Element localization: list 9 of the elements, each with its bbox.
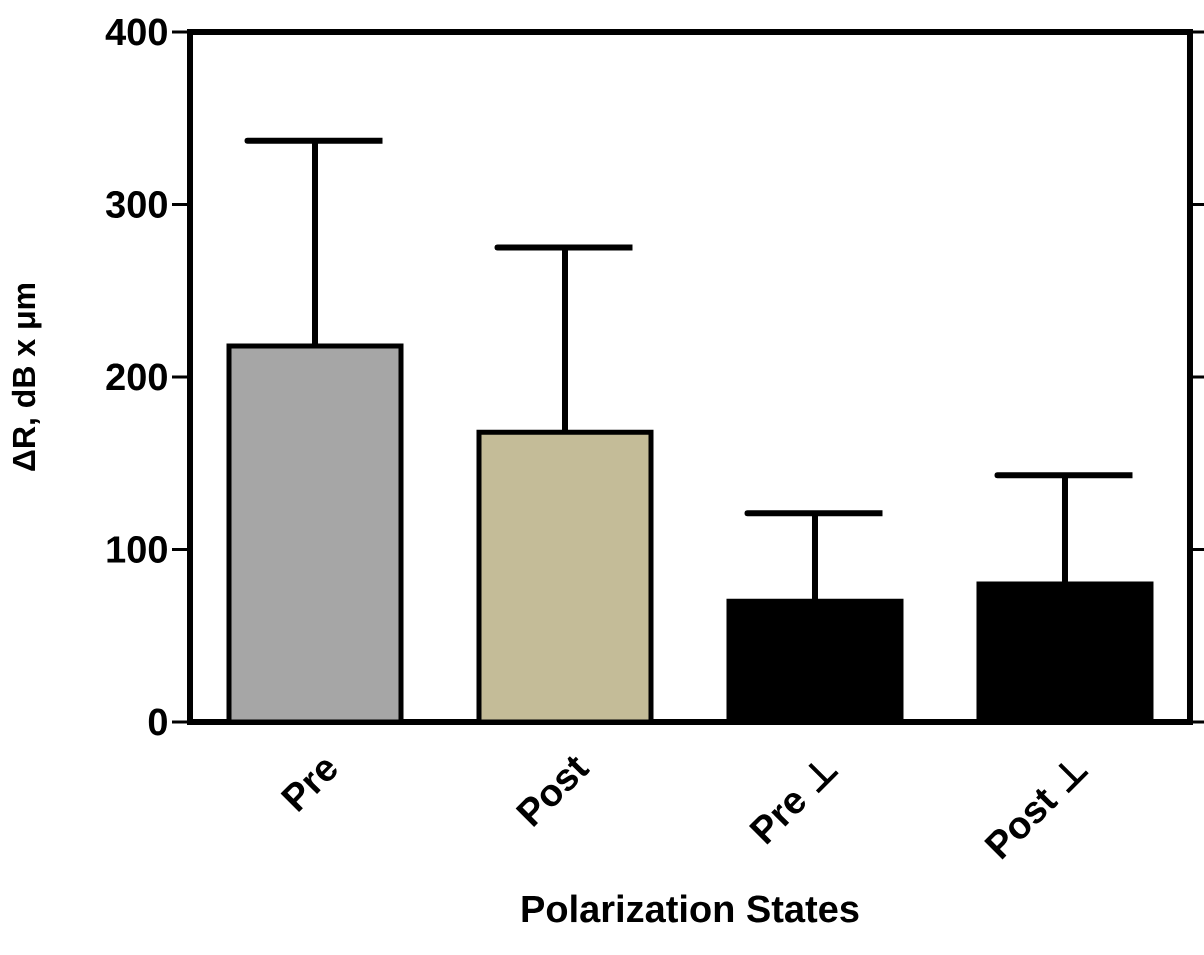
x-tick-label: Pre ⊥ xyxy=(748,762,839,845)
y-tick-label: 200 xyxy=(106,363,167,391)
x-axis-title: Polarization States xyxy=(522,894,859,923)
y-tick-label: 0 xyxy=(148,708,167,736)
y-tick-label: 300 xyxy=(105,191,167,218)
x-tick-label: Pre xyxy=(280,760,337,813)
y-tick-label: 400 xyxy=(105,18,167,46)
y-tick-label: 100 xyxy=(107,536,167,563)
y-axis-title: ΔR, dB x μm xyxy=(11,283,42,471)
